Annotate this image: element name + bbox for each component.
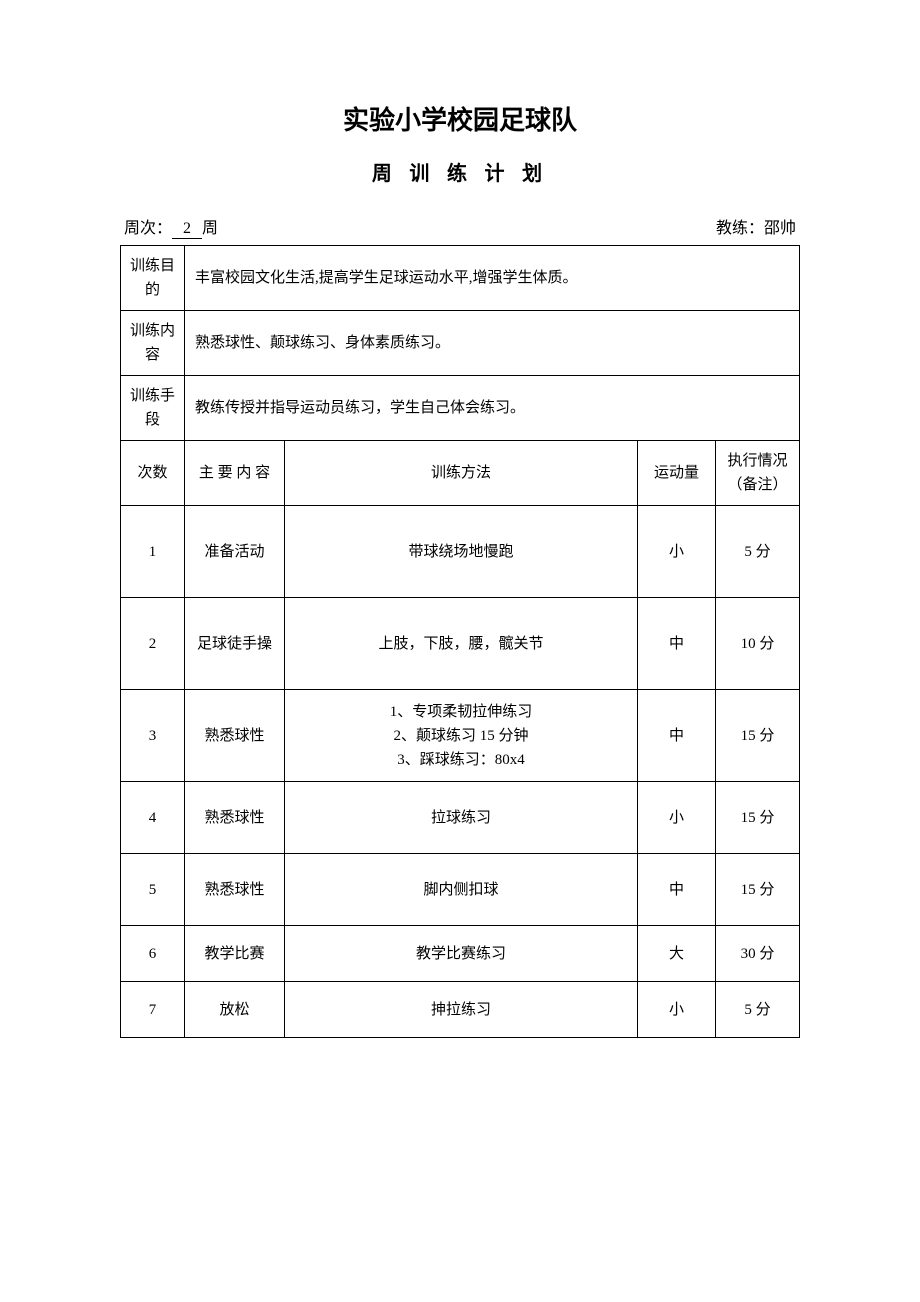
cell-method-text: 抻拉练习 [431,1002,491,1018]
table-row: 5 熟悉球性 脚内侧扣球 中 15 分 [121,854,800,926]
cell-method-text: 1、专项柔韧拉伸练习 2、颠球练习 15 分钟 3、踩球练习：80x4 [390,704,533,768]
cell-method: 脚内侧扣球 [285,854,638,926]
cell-main: 放松 [185,982,285,1038]
col-notes-text: 执行情况（备注） [727,453,787,493]
cell-num: 3 [121,690,185,782]
cell-notes: 30 分 [715,926,799,982]
cell-method-text: 教学比赛练习 [416,946,506,962]
cell-method: 上肢，下肢，腰，髋关节 [285,598,638,690]
cell-notes: 15 分 [715,854,799,926]
cell-method-text: 拉球练习 [431,810,491,826]
cell-notes: 5 分 [715,506,799,598]
info-label-2-text: 训练手段 [130,388,175,428]
doc-subtitle: 周 训 练 计 划 [120,157,800,186]
col-main-text: 主 要 内 容 [199,465,270,481]
cell-main: 足球徒手操 [185,598,285,690]
column-header-row: 次数 主 要 内 容 训练方法 运动量 执行情况（备注） [121,441,800,506]
cell-main: 熟悉球性 [185,782,285,854]
table-row: 7 放松 抻拉练习 小 5 分 [121,982,800,1038]
cell-main: 准备活动 [185,506,285,598]
table-row: 2 足球徒手操 上肢，下肢，腰，髋关节 中 10 分 [121,598,800,690]
cell-num: 7 [121,982,185,1038]
cell-amount: 小 [637,782,715,854]
info-row-2: 训练手段 教练传授并指导运动员练习，学生自己体会练习。 [121,376,800,441]
table-row: 4 熟悉球性 拉球练习 小 15 分 [121,782,800,854]
info-text-0: 丰富校园文化生活,提高学生足球运动水平,增强学生体质。 [185,246,800,311]
cell-notes: 10 分 [715,598,799,690]
cell-num: 1 [121,506,185,598]
col-main: 主 要 内 容 [185,441,285,506]
info-row-1: 训练内容 熟悉球性、颠球练习、身体素质练习。 [121,311,800,376]
cell-main: 熟悉球性 [185,854,285,926]
col-notes: 执行情况（备注） [715,441,799,506]
cell-num: 4 [121,782,185,854]
table-row: 1 准备活动 带球绕场地慢跑 小 5 分 [121,506,800,598]
table-row: 3 熟悉球性 1、专项柔韧拉伸练习 2、颠球练习 15 分钟 3、踩球练习：80… [121,690,800,782]
cell-method: 拉球练习 [285,782,638,854]
week-value: 2 [172,220,202,239]
training-table: 训练目的 丰富校园文化生活,提高学生足球运动水平,增强学生体质。 训练内容 熟悉… [120,245,800,1038]
cell-main: 教学比赛 [185,926,285,982]
info-text-1: 熟悉球性、颠球练习、身体素质练习。 [185,311,800,376]
cell-method: 1、专项柔韧拉伸练习 2、颠球练习 15 分钟 3、踩球练习：80x4 [285,690,638,782]
cell-num: 6 [121,926,185,982]
info-label-1: 训练内容 [121,311,185,376]
info-label-1-text: 训练内容 [130,323,175,363]
cell-notes: 5 分 [715,982,799,1038]
coach-meta: 教练：邵帅 [716,214,796,239]
coach-label: 教练： [716,220,764,237]
week-label-prefix: 周次： [124,220,172,237]
info-row-0: 训练目的 丰富校园文化生活,提高学生足球运动水平,增强学生体质。 [121,246,800,311]
col-num: 次数 [121,441,185,506]
cell-method: 抻拉练习 [285,982,638,1038]
cell-method-text: 脚内侧扣球 [423,882,498,898]
cell-notes: 15 分 [715,782,799,854]
info-label-0: 训练目的 [121,246,185,311]
col-amount: 运动量 [637,441,715,506]
cell-notes: 15 分 [715,690,799,782]
cell-num: 5 [121,854,185,926]
cell-method-text: 上肢，下肢，腰，髋关节 [378,636,543,652]
cell-amount: 中 [637,690,715,782]
cell-amount: 小 [637,506,715,598]
info-text-2: 教练传授并指导运动员练习，学生自己体会练习。 [185,376,800,441]
week-meta: 周次：2周 [124,214,218,239]
cell-amount: 中 [637,854,715,926]
cell-amount: 小 [637,982,715,1038]
cell-method-text: 带球绕场地慢跑 [408,544,513,560]
coach-name: 邵帅 [764,220,796,237]
week-label-suffix: 周 [202,220,218,237]
cell-method: 教学比赛练习 [285,926,638,982]
cell-amount: 中 [637,598,715,690]
table-row: 6 教学比赛 教学比赛练习 大 30 分 [121,926,800,982]
doc-title: 实验小学校园足球队 [120,100,800,137]
cell-num: 2 [121,598,185,690]
col-method: 训练方法 [285,441,638,506]
info-label-2: 训练手段 [121,376,185,441]
cell-main: 熟悉球性 [185,690,285,782]
cell-method: 带球绕场地慢跑 [285,506,638,598]
info-label-0-text: 训练目的 [130,258,175,298]
meta-row: 周次：2周 教练：邵帅 [120,214,800,239]
cell-amount: 大 [637,926,715,982]
